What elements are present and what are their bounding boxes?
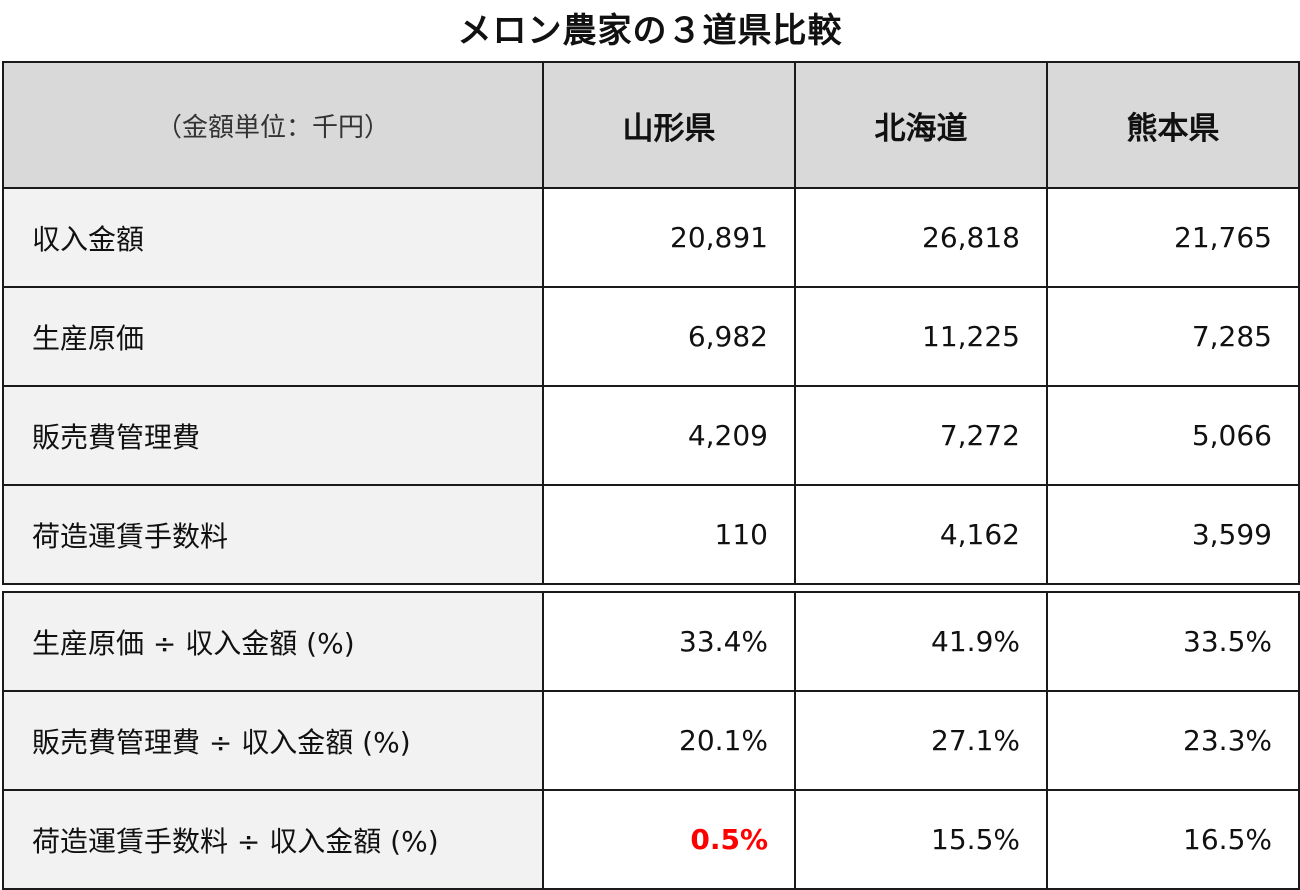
row-label: 生産原価 bbox=[2, 286, 544, 387]
column-header-yamagata: 山形県 bbox=[542, 61, 796, 189]
cell-value: 23.3% bbox=[1046, 690, 1300, 791]
cell-value: 5,066 bbox=[1046, 385, 1300, 486]
cell-value: 4,209 bbox=[542, 385, 796, 486]
cell-value: 33.5% bbox=[1046, 591, 1300, 692]
unit-label: （金額単位：千円） bbox=[2, 61, 544, 189]
cell-value: 33.4% bbox=[542, 591, 796, 692]
header-row: （金額単位：千円） 山形県 北海道 熊本県 bbox=[2, 61, 1300, 189]
cell-value: 27.1% bbox=[794, 690, 1048, 791]
row-label: 収入金額 bbox=[2, 187, 544, 288]
row-label: 生産原価 ÷ 収入金額 (%) bbox=[2, 591, 544, 692]
highlighted-cell-value: 0.5% bbox=[542, 789, 796, 890]
cell-value: 6,982 bbox=[542, 286, 796, 387]
cell-value: 26,818 bbox=[794, 187, 1048, 288]
cell-value: 16.5% bbox=[1046, 789, 1300, 890]
cell-value: 7,285 bbox=[1046, 286, 1300, 387]
row-label: 荷造運賃手数料 bbox=[2, 484, 544, 585]
row-label: 販売費管理費 bbox=[2, 385, 544, 486]
table-row: 荷造運賃手数料 110 4,162 3,599 bbox=[2, 484, 1300, 585]
cell-value: 41.9% bbox=[794, 591, 1048, 692]
cell-value: 7,272 bbox=[794, 385, 1048, 486]
column-header-kumamoto: 熊本県 bbox=[1046, 61, 1300, 189]
cell-value: 3,599 bbox=[1046, 484, 1300, 585]
row-label: 販売費管理費 ÷ 収入金額 (%) bbox=[2, 690, 544, 791]
ratios-table: 生産原価 ÷ 収入金額 (%) 33.4% 41.9% 33.5% 販売費管理費… bbox=[2, 591, 1300, 890]
cell-value: 110 bbox=[542, 484, 796, 585]
cell-value: 11,225 bbox=[794, 286, 1048, 387]
cell-value: 4,162 bbox=[794, 484, 1048, 585]
table-row: 販売費管理費 4,209 7,272 5,066 bbox=[2, 385, 1300, 486]
table-row: 販売費管理費 ÷ 収入金額 (%) 20.1% 27.1% 23.3% bbox=[2, 690, 1300, 791]
amounts-table: （金額単位：千円） 山形県 北海道 熊本県 収入金額 20,891 26,818… bbox=[2, 61, 1300, 585]
table-row: 収入金額 20,891 26,818 21,765 bbox=[2, 187, 1300, 288]
table-row: 荷造運賃手数料 ÷ 収入金額 (%) 0.5% 15.5% 16.5% bbox=[2, 789, 1300, 890]
column-header-hokkaido: 北海道 bbox=[794, 61, 1048, 189]
table-row: 生産原価 6,982 11,225 7,285 bbox=[2, 286, 1300, 387]
table-row: 生産原価 ÷ 収入金額 (%) 33.4% 41.9% 33.5% bbox=[2, 591, 1300, 692]
cell-value: 21,765 bbox=[1046, 187, 1300, 288]
cell-value: 20.1% bbox=[542, 690, 796, 791]
cell-value: 15.5% bbox=[794, 789, 1048, 890]
row-label: 荷造運賃手数料 ÷ 収入金額 (%) bbox=[2, 789, 544, 890]
cell-value: 20,891 bbox=[542, 187, 796, 288]
page-title: メロン農家の３道県比較 bbox=[457, 11, 843, 51]
